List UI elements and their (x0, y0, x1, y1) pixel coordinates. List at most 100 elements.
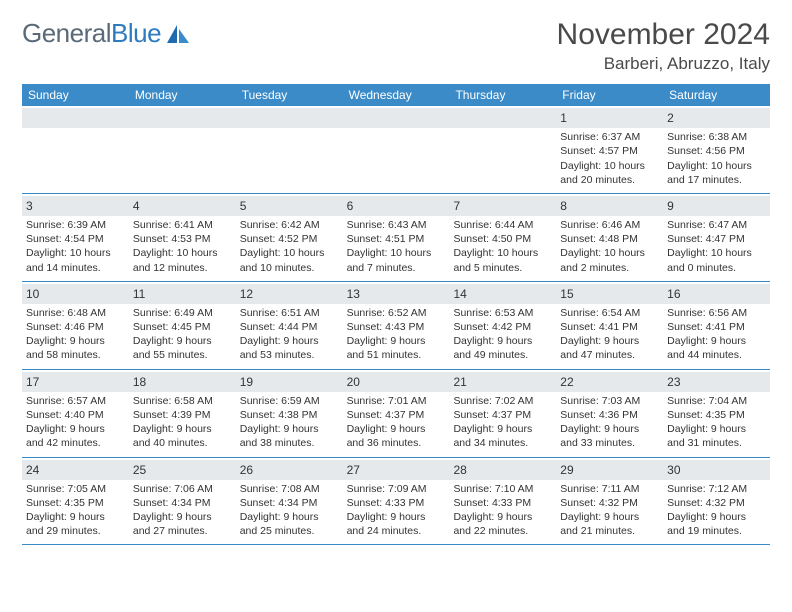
day-info-line: Daylight: 10 hours and 7 minutes. (347, 246, 446, 274)
day-info-line: Sunset: 4:54 PM (26, 232, 125, 246)
day-info-line: Daylight: 9 hours and 40 minutes. (133, 422, 232, 450)
week-row: 10Sunrise: 6:48 AMSunset: 4:46 PMDayligh… (22, 282, 770, 370)
day-info-line: Sunrise: 7:05 AM (26, 482, 125, 496)
day-number: 28 (449, 460, 556, 480)
weekday-label: Monday (129, 84, 236, 106)
day-info-line: Sunrise: 6:38 AM (667, 130, 766, 144)
day-info-line: Sunrise: 7:01 AM (347, 394, 446, 408)
day-info-line: Sunrise: 6:53 AM (453, 306, 552, 320)
day-info-line: Daylight: 9 hours and 24 minutes. (347, 510, 446, 538)
day-cell: 22Sunrise: 7:03 AMSunset: 4:36 PMDayligh… (556, 370, 663, 457)
day-cell: 28 Sunrise: 7:10 AMSunset: 4:33 PMDayligh… (449, 458, 556, 545)
day-number: 1 (556, 108, 663, 128)
day-number: 21 (449, 372, 556, 392)
day-number: 17 (22, 372, 129, 392)
day-info-line: Sunrise: 7:11 AM (560, 482, 659, 496)
day-cell: 3Sunrise: 6:39 AMSunset: 4:54 PMDaylight… (22, 194, 129, 281)
day-info-line: Sunrise: 6:46 AM (560, 218, 659, 232)
day-number: 22 (556, 372, 663, 392)
day-cell: 14Sunrise: 6:53 AMSunset: 4:42 PMDayligh… (449, 282, 556, 369)
day-cell: 24Sunrise: 7:05 AMSunset: 4:35 PMDayligh… (22, 458, 129, 545)
day-info-line: Sunrise: 6:59 AM (240, 394, 339, 408)
day-info-line: Daylight: 9 hours and 34 minutes. (453, 422, 552, 450)
day-info-line: Sunset: 4:39 PM (133, 408, 232, 422)
day-cell: 4Sunrise: 6:41 AMSunset: 4:53 PMDaylight… (129, 194, 236, 281)
day-info-line: Sunset: 4:35 PM (667, 408, 766, 422)
day-cell: 13Sunrise: 6:52 AMSunset: 4:43 PMDayligh… (343, 282, 450, 369)
day-number: 5 (236, 196, 343, 216)
day-info-line: Sunset: 4:33 PM (453, 496, 552, 510)
day-number: 18 (129, 372, 236, 392)
day-cell (22, 106, 129, 193)
day-info-line: Daylight: 9 hours and 38 minutes. (240, 422, 339, 450)
day-cell (236, 106, 343, 193)
logo-sail-icon (165, 23, 191, 45)
weekday-label: Wednesday (343, 84, 450, 106)
day-cell: 16Sunrise: 6:56 AMSunset: 4:41 PMDayligh… (663, 282, 770, 369)
day-number: 4 (129, 196, 236, 216)
day-info-line: Sunset: 4:48 PM (560, 232, 659, 246)
weekday-label: Tuesday (236, 84, 343, 106)
day-number (449, 108, 556, 128)
day-number: 2 (663, 108, 770, 128)
day-number: 15 (556, 284, 663, 304)
day-info-line: Sunrise: 6:54 AM (560, 306, 659, 320)
day-info-line: Sunrise: 6:42 AM (240, 218, 339, 232)
header: GeneralBlue November 2024 Barberi, Abruz… (22, 18, 770, 74)
day-info-line: Daylight: 9 hours and 19 minutes. (667, 510, 766, 538)
day-info-line: Sunrise: 6:51 AM (240, 306, 339, 320)
day-info-line: Sunset: 4:45 PM (133, 320, 232, 334)
day-number (22, 108, 129, 128)
day-info-line: Sunrise: 7:10 AM (453, 482, 552, 496)
day-number: 30 (663, 460, 770, 480)
day-info-line: Daylight: 9 hours and 44 minutes. (667, 334, 766, 362)
day-info-line: Sunrise: 6:43 AM (347, 218, 446, 232)
day-cell (449, 106, 556, 193)
day-info-line: Sunset: 4:41 PM (560, 320, 659, 334)
day-info-line: Daylight: 9 hours and 21 minutes. (560, 510, 659, 538)
day-cell: 30 Sunrise: 7:12 AMSunset: 4:32 PMDayligh… (663, 458, 770, 545)
day-cell: 15Sunrise: 6:54 AMSunset: 4:41 PMDayligh… (556, 282, 663, 369)
day-info-line: Sunset: 4:53 PM (133, 232, 232, 246)
day-number: 8 (556, 196, 663, 216)
day-info-line: Sunrise: 6:44 AM (453, 218, 552, 232)
day-number: 12 (236, 284, 343, 304)
day-info-line: Daylight: 9 hours and 42 minutes. (26, 422, 125, 450)
day-number: 20 (343, 372, 450, 392)
day-info-line: Sunrise: 7:04 AM (667, 394, 766, 408)
day-number: 11 (129, 284, 236, 304)
day-info-line: Sunset: 4:37 PM (453, 408, 552, 422)
day-info-line: Sunset: 4:42 PM (453, 320, 552, 334)
week-row: 1Sunrise: 6:37 AMSunset: 4:57 PMDaylight… (22, 106, 770, 194)
day-info-line: Daylight: 10 hours and 12 minutes. (133, 246, 232, 274)
day-info-line: Sunrise: 7:03 AM (560, 394, 659, 408)
day-number: 26 (236, 460, 343, 480)
day-number (236, 108, 343, 128)
day-info-line: Sunset: 4:57 PM (560, 144, 659, 158)
day-info-line: Sunrise: 6:49 AM (133, 306, 232, 320)
day-info-line: Sunset: 4:51 PM (347, 232, 446, 246)
week-row: 17Sunrise: 6:57 AMSunset: 4:40 PMDayligh… (22, 370, 770, 458)
day-cell: 10Sunrise: 6:48 AMSunset: 4:46 PMDayligh… (22, 282, 129, 369)
day-info-line: Daylight: 9 hours and 29 minutes. (26, 510, 125, 538)
day-info-line: Sunset: 4:32 PM (667, 496, 766, 510)
day-info-line: Sunrise: 6:57 AM (26, 394, 125, 408)
day-info-line: Sunrise: 7:12 AM (667, 482, 766, 496)
day-info-line: Sunrise: 6:58 AM (133, 394, 232, 408)
day-info-line: Sunset: 4:36 PM (560, 408, 659, 422)
day-number: 7 (449, 196, 556, 216)
day-number: 29 (556, 460, 663, 480)
day-info-line: Daylight: 10 hours and 5 minutes. (453, 246, 552, 274)
day-info-line: Sunrise: 6:37 AM (560, 130, 659, 144)
day-info-line: Sunset: 4:43 PM (347, 320, 446, 334)
day-cell: 21Sunrise: 7:02 AMSunset: 4:37 PMDayligh… (449, 370, 556, 457)
day-cell: 8Sunrise: 6:46 AMSunset: 4:48 PMDaylight… (556, 194, 663, 281)
day-number (343, 108, 450, 128)
day-cell: 26Sunrise: 7:08 AMSunset: 4:34 PMDayligh… (236, 458, 343, 545)
week-row: 3Sunrise: 6:39 AMSunset: 4:54 PMDaylight… (22, 194, 770, 282)
day-info-line: Daylight: 9 hours and 22 minutes. (453, 510, 552, 538)
day-cell: 1Sunrise: 6:37 AMSunset: 4:57 PMDaylight… (556, 106, 663, 193)
day-info-line: Daylight: 10 hours and 10 minutes. (240, 246, 339, 274)
day-cell: 20Sunrise: 7:01 AMSunset: 4:37 PMDayligh… (343, 370, 450, 457)
day-cell: 23Sunrise: 7:04 AMSunset: 4:35 PMDayligh… (663, 370, 770, 457)
